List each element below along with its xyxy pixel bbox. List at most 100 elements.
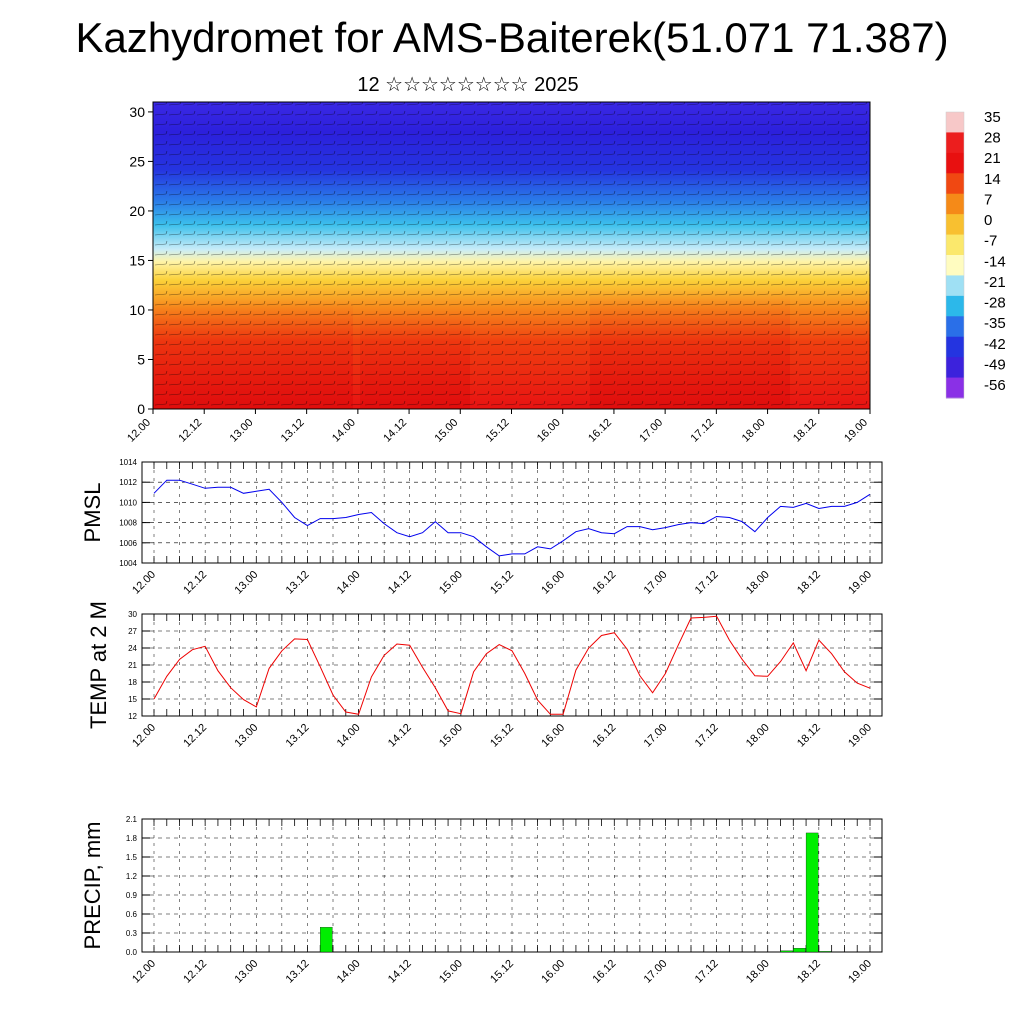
x-tick-label: 14.00 bbox=[330, 417, 358, 445]
y-tick-label: 0.3 bbox=[126, 929, 138, 938]
cross-section-panel: 0 5 10 15 20 25 30 12.00 12.12 13.00 13.12 14.00 14… bbox=[125, 101, 871, 445]
y-tick-label: 18 bbox=[128, 678, 137, 687]
x-tick-label: 18.00 bbox=[744, 569, 772, 597]
y-tick-label: 1008 bbox=[119, 519, 137, 528]
colorbar-swatch bbox=[946, 132, 964, 154]
y-tick-label: 0.6 bbox=[126, 910, 138, 919]
x-tick-label: 16.12 bbox=[590, 958, 618, 986]
x-tick-label: 15.12 bbox=[488, 722, 516, 750]
x-tick-label: 15.00 bbox=[432, 417, 460, 445]
y-tick-label: 0.9 bbox=[126, 891, 138, 900]
x-tick-label: 17.12 bbox=[693, 958, 721, 986]
y-tick-label: 1010 bbox=[119, 498, 137, 507]
colorbar-label: -21 bbox=[984, 274, 1006, 291]
pmsl-panel: 1004 1006 1008 1010 1012 1014 12.00 12.12 13.00 1… bbox=[80, 458, 883, 597]
colorbar-swatch bbox=[946, 275, 964, 297]
x-tick-label: 14.12 bbox=[386, 722, 414, 750]
x-tick-label: 12.00 bbox=[130, 958, 158, 986]
y-axis-label: PMSL bbox=[80, 483, 105, 543]
series-line bbox=[153, 615, 871, 715]
colorbar-label: -56 bbox=[984, 377, 1006, 394]
x-tick-label: 13.12 bbox=[279, 417, 307, 445]
precip-bar bbox=[793, 948, 806, 953]
x-tick-label: 15.12 bbox=[484, 417, 512, 445]
temp-2m-panel: 12 15 18 21 24 27 30 12.00 12.12 13.00 13.12 14.00 1… bbox=[86, 601, 883, 750]
x-tick-label: 17.00 bbox=[642, 958, 670, 986]
y-axis-label: PRECIP, mm bbox=[80, 822, 105, 950]
y-tick-label: 1014 bbox=[119, 458, 137, 467]
precip-bar bbox=[320, 927, 333, 953]
x-tick-label: 17.12 bbox=[693, 569, 721, 597]
colorbar-swatch bbox=[946, 336, 964, 358]
y-tick-label: 30 bbox=[129, 104, 145, 120]
x-tick-label: 19.00 bbox=[846, 722, 874, 750]
y-tick-label: 5 bbox=[137, 351, 145, 367]
x-tick-label: 19.00 bbox=[846, 958, 874, 986]
x-tick-label: 17.00 bbox=[637, 417, 665, 445]
precip-bar bbox=[780, 950, 793, 953]
x-tick-label: 18.12 bbox=[791, 417, 819, 445]
x-tick-label: 14.12 bbox=[381, 417, 409, 445]
colorbar-swatch bbox=[946, 112, 964, 133]
colorbar-frame bbox=[945, 111, 965, 399]
x-tick-label: 18.00 bbox=[740, 417, 768, 445]
y-tick-label: 25 bbox=[129, 153, 145, 169]
x-tick-label: 18.00 bbox=[744, 958, 772, 986]
precip-panel: 0.0 0.3 0.6 0.9 1.2 1.5 1.8 2.1 12.00 12.12 13.00 1… bbox=[80, 815, 883, 986]
x-tick-label: 18.12 bbox=[795, 722, 823, 750]
x-tick-label: 12.00 bbox=[130, 722, 158, 750]
y-tick-label: 10 bbox=[129, 302, 145, 318]
y-tick-label: 24 bbox=[128, 644, 137, 653]
x-tick-label: 16.12 bbox=[590, 722, 618, 750]
y-tick-label: 1004 bbox=[119, 559, 137, 568]
x-tick-label: 13.12 bbox=[284, 569, 312, 597]
x-tick-label: 12.12 bbox=[176, 417, 204, 445]
x-tick-label: 15.12 bbox=[488, 569, 516, 597]
x-tick-label: 14.00 bbox=[335, 722, 363, 750]
x-tick-label: 14.12 bbox=[386, 569, 414, 597]
x-tick-label: 16.00 bbox=[535, 417, 563, 445]
colorbar-swatch bbox=[946, 152, 964, 174]
x-tick-label: 18.12 bbox=[795, 569, 823, 597]
y-tick-label: 1.2 bbox=[126, 872, 138, 881]
x-tick-label: 15.00 bbox=[437, 569, 465, 597]
y-tick-label: 20 bbox=[129, 203, 145, 219]
colorbar-swatch bbox=[946, 377, 964, 399]
colorbar-label: 35 bbox=[984, 109, 1001, 126]
colorbar-swatch bbox=[946, 173, 964, 195]
y-tick-label: 15 bbox=[129, 252, 145, 268]
y-tick-label: 2.1 bbox=[126, 815, 138, 824]
y-tick-label: 1012 bbox=[119, 478, 137, 487]
x-tick-label: 18.00 bbox=[744, 722, 772, 750]
y-tick-label: 1006 bbox=[119, 539, 137, 548]
chart-title: Kazhydromet for AMS-Baiterek(51.071 71.3… bbox=[75, 14, 949, 61]
precip-bar bbox=[818, 951, 832, 953]
x-tick-label: 16.00 bbox=[539, 569, 567, 597]
x-tick-label: 12.12 bbox=[181, 958, 209, 986]
x-tick-label: 13.00 bbox=[232, 958, 260, 986]
x-tick-label: 12.12 bbox=[181, 722, 209, 750]
x-tick-label: 14.00 bbox=[335, 958, 363, 986]
x-tick-label: 16.00 bbox=[539, 722, 567, 750]
colorbar-label: -14 bbox=[984, 253, 1006, 270]
x-tick-label: 19.00 bbox=[842, 417, 870, 445]
colorbar-label: -35 bbox=[984, 315, 1006, 332]
colorbar-label: -42 bbox=[984, 336, 1006, 353]
x-tick-label: 15.00 bbox=[437, 722, 465, 750]
colorbar-label: 7 bbox=[984, 191, 992, 208]
x-tick-label: 15.00 bbox=[437, 958, 465, 986]
colorbar-swatch bbox=[946, 295, 964, 317]
y-tick-label: 15 bbox=[128, 695, 137, 704]
x-tick-label: 17.12 bbox=[693, 722, 721, 750]
colorbar-swatch bbox=[946, 357, 964, 379]
chart-subtitle: 12 ☆☆☆☆☆☆☆☆ 2025 bbox=[357, 74, 579, 96]
colorbar-label: -28 bbox=[984, 295, 1006, 312]
x-tick-label: 13.00 bbox=[228, 417, 256, 445]
x-tick-label: 12.00 bbox=[130, 569, 158, 597]
x-tick-label: 17.00 bbox=[642, 722, 670, 750]
y-axis-label: TEMP at 2 M bbox=[86, 601, 111, 729]
x-tick-label: 12.00 bbox=[125, 417, 153, 445]
x-tick-label: 13.12 bbox=[284, 722, 312, 750]
colorbar-label: 21 bbox=[984, 150, 1001, 167]
